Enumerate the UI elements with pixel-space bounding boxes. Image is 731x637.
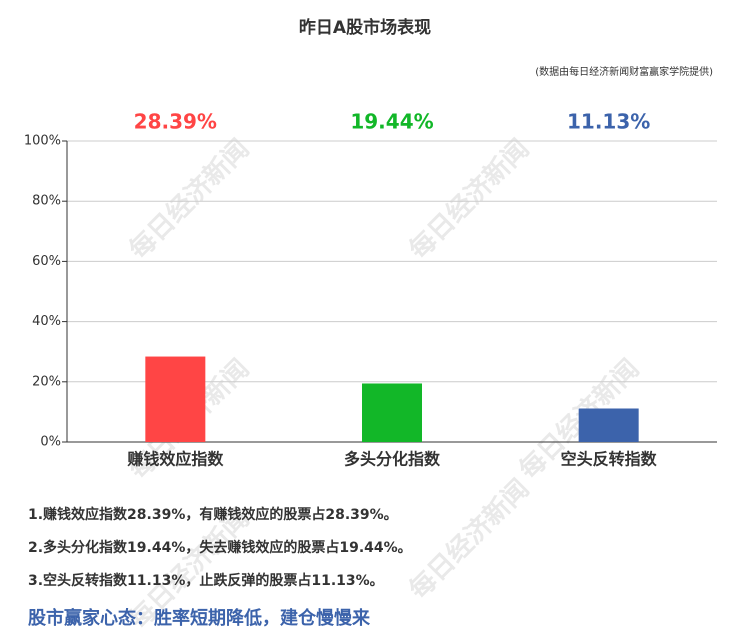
- note: 3.空头反转指数11.13%，止跌反弹的股票占11.13%。: [28, 572, 384, 589]
- chart-subtitle: (数据由每日经济新闻财富赢家学院提供): [535, 65, 713, 78]
- note: 2.多头分化指数19.44%，失去赚钱效应的股票占19.44%。: [28, 539, 412, 556]
- bar: [362, 383, 422, 442]
- y-tick-label: 0%: [40, 435, 61, 450]
- y-tick-label: 80%: [32, 194, 61, 209]
- y-tick-label: 100%: [24, 134, 61, 149]
- bar: [578, 408, 639, 442]
- x-tick-label: 多头分化指数: [344, 450, 441, 469]
- value-label: 19.44%: [350, 110, 433, 134]
- value-label: 11.13%: [567, 110, 650, 134]
- y-tick-label: 60%: [32, 254, 61, 269]
- value-label: 28.39%: [134, 110, 217, 134]
- watermark: 每日经济新闻: [403, 473, 535, 605]
- note: 1.赚钱效应指数28.39%，有赚钱效应的股票占28.39%。: [28, 506, 398, 523]
- y-tick-label: 20%: [32, 374, 61, 389]
- chart-title: 昨日A股市场表现: [299, 17, 431, 38]
- x-tick-label: 空头反转指数: [561, 450, 658, 469]
- conclusion: 股市赢家心态：胜率短期降低，建仓慢慢来: [27, 607, 371, 629]
- x-tick-label: 赚钱效应指数: [126, 450, 224, 469]
- y-tick-label: 40%: [32, 314, 61, 329]
- watermark: 每日经济新闻: [123, 133, 255, 265]
- watermark: 每日经济新闻: [403, 133, 535, 265]
- bar: [145, 356, 206, 442]
